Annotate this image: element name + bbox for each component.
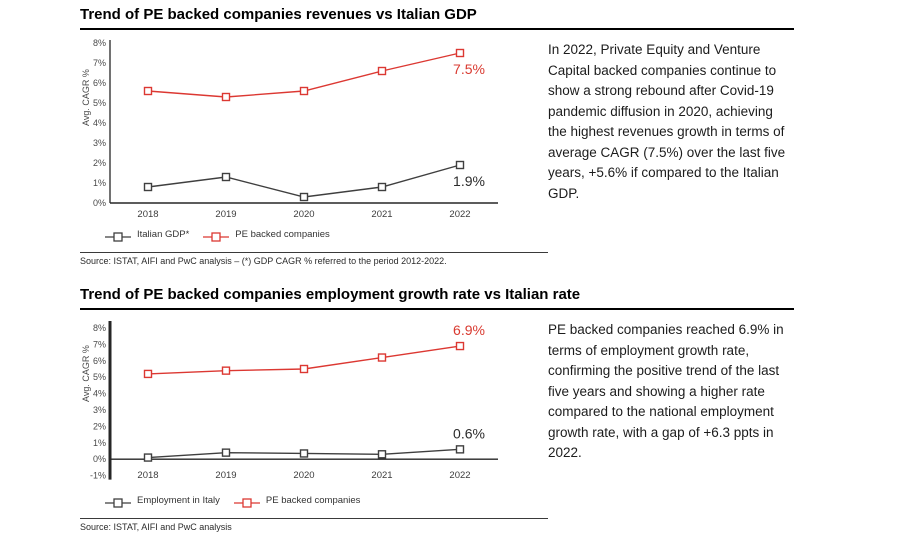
source-divider: [80, 518, 548, 519]
legend-marker-icon: [203, 226, 230, 242]
chart-figure: 0% 1% 2% 3% 4% 5% 6% 7% 8% Avg. CAGR % 2018 2019 202…: [80, 30, 548, 266]
svg-text:2%: 2%: [93, 421, 106, 431]
line-chart-employment-vs-italian-rate: -1% 0% 1% 2% 3% 4% 5% 6% 7% 8% Avg. CAGR % 2018 2019…: [81, 321, 498, 481]
line-chart-revenues-vs-gdp: 0% 1% 2% 3% 4% 5% 6% 7% 8% Avg. CAGR % 2018 2019 202…: [81, 38, 498, 220]
source-note: Source: ISTAT, AIFI and PwC analysis – (…: [80, 256, 447, 266]
svg-text:2021: 2021: [371, 470, 392, 481]
svg-text:0.6%: 0.6%: [453, 425, 485, 441]
source-divider: [80, 252, 548, 253]
legend-label: Italian GDP*: [137, 228, 190, 240]
svg-text:7%: 7%: [93, 339, 106, 349]
svg-text:2020: 2020: [293, 209, 314, 220]
legend-marker-icon: [105, 492, 131, 508]
svg-text:7%: 7%: [93, 58, 106, 68]
svg-text:3%: 3%: [93, 138, 106, 148]
svg-text:2021: 2021: [371, 209, 392, 220]
svg-text:6.9%: 6.9%: [453, 322, 485, 338]
svg-text:5%: 5%: [93, 372, 106, 382]
svg-text:1%: 1%: [93, 178, 106, 188]
svg-text:2022: 2022: [449, 209, 470, 220]
section-employment: Trend of PE backed companies employment …: [80, 286, 794, 532]
svg-text:-1%: -1%: [90, 471, 106, 481]
svg-text:2022: 2022: [449, 470, 470, 481]
svg-text:7.5%: 7.5%: [453, 61, 485, 77]
svg-text:2019: 2019: [215, 470, 236, 481]
svg-text:6%: 6%: [93, 356, 106, 366]
section-title: Trend of PE backed companies revenues vs…: [80, 6, 794, 30]
legend-item: Employment in Italy: [105, 492, 220, 508]
section-title: Trend of PE backed companies employment …: [80, 286, 794, 310]
svg-text:Avg. CAGR %: Avg. CAGR %: [81, 345, 91, 402]
legend-item: Italian GDP*: [105, 226, 189, 242]
legend-marker-icon: [105, 226, 131, 242]
legend-item: PE backed companies: [203, 226, 330, 242]
legend-marker-icon: [233, 492, 260, 508]
svg-text:1%: 1%: [93, 438, 106, 448]
svg-text:2019: 2019: [215, 209, 236, 220]
svg-text:2%: 2%: [93, 158, 106, 168]
svg-text:3%: 3%: [93, 405, 106, 415]
svg-text:0%: 0%: [93, 454, 106, 464]
svg-text:2018: 2018: [137, 209, 158, 220]
svg-text:6%: 6%: [93, 78, 106, 88]
commentary-paragraph: In 2022, Private Equity and Venture Capi…: [548, 42, 786, 201]
svg-text:8%: 8%: [93, 323, 106, 333]
source-note: Source: ISTAT, AIFI and PwC analysis: [80, 522, 232, 532]
legend-label: PE backed companies: [265, 494, 361, 506]
commentary-paragraph: PE backed companies reached 6.9% in term…: [548, 322, 784, 460]
chart-legend: Employment in Italy PE backed companies: [80, 492, 548, 508]
svg-text:Avg. CAGR %: Avg. CAGR %: [81, 69, 91, 126]
svg-text:8%: 8%: [93, 38, 106, 48]
svg-text:1.9%: 1.9%: [453, 173, 485, 189]
svg-text:5%: 5%: [93, 98, 106, 108]
svg-text:4%: 4%: [93, 389, 106, 399]
svg-text:2018: 2018: [137, 470, 158, 481]
svg-text:4%: 4%: [93, 118, 106, 128]
legend-label: PE backed companies: [235, 228, 330, 240]
chart-legend: Italian GDP* PE backed companies: [80, 226, 548, 242]
svg-text:2020: 2020: [293, 470, 314, 481]
legend-item: PE backed companies: [233, 492, 361, 508]
section-revenues: Trend of PE backed companies revenues vs…: [80, 6, 794, 266]
chart-figure: -1% 0% 1% 2% 3% 4% 5% 6% 7% 8% Avg. CAGR % 2018 2019…: [80, 310, 548, 532]
legend-label: Employment in Italy: [137, 494, 220, 506]
svg-text:0%: 0%: [93, 198, 106, 208]
